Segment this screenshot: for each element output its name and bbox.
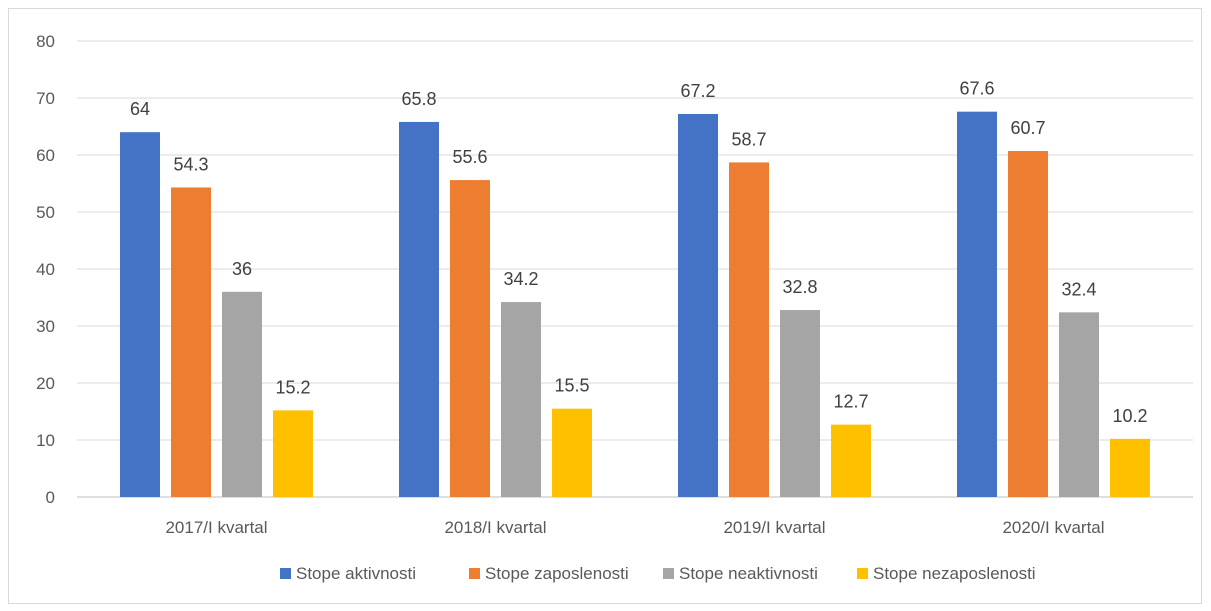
bar [729,162,769,497]
legend-label: Stope nezaposlenosti [873,564,1036,583]
y-tick-label: 30 [36,317,55,336]
data-label: 67.6 [959,79,994,99]
bar [552,408,592,497]
data-label: 32.8 [782,277,817,297]
data-label: 65.8 [401,89,436,109]
data-label: 55.6 [452,147,487,167]
bar [120,132,160,497]
bar [780,310,820,497]
y-tick-label: 50 [36,203,55,222]
legend-swatch [469,568,480,579]
data-label: 15.5 [554,376,589,396]
data-label: 58.7 [731,129,766,149]
labels-layer: 0 10 20 30 40 50 60 70 80 64 54.3 36 15.2 2017/I kvar… [36,32,1147,537]
legend-swatch [857,568,868,579]
data-label: 34.2 [503,269,538,289]
y-tick-label: 0 [46,488,55,507]
bar [273,410,313,497]
y-tick-label: 80 [36,32,55,51]
legend-label: Stope zaposlenosti [485,564,629,583]
bar [171,187,211,498]
data-label: 10.2 [1112,406,1147,426]
x-tick-label: 2020/I kvartal [1002,518,1104,537]
data-label: 60.7 [1010,118,1045,138]
y-tick-label: 40 [36,260,55,279]
data-label: 36 [232,259,252,279]
bar [222,291,262,497]
legend-swatch [663,568,674,579]
y-tick-label: 10 [36,431,55,450]
bar [831,424,871,497]
x-tick-label: 2018/I kvartal [444,518,546,537]
bar [1110,438,1150,497]
bar [501,302,541,497]
data-label: 32.4 [1061,279,1096,299]
legend-swatch [280,568,291,579]
bar [399,121,439,497]
grid-layer [77,40,1193,498]
x-tick-label: 2019/I kvartal [723,518,825,537]
legend: Stope aktivnosti Stope zaposlenosti Stope … [280,564,1036,583]
y-tick-label: 20 [36,374,55,393]
bar [1059,312,1099,497]
bars-layer [120,111,1150,498]
bar [678,113,718,498]
data-label: 64 [130,99,150,119]
bar [1008,151,1048,497]
data-label: 15.2 [275,377,310,397]
legend-label: Stope aktivnosti [296,564,416,583]
data-label: 12.7 [833,392,868,412]
x-tick-label: 2017/I kvartal [165,518,267,537]
data-label: 67.2 [680,81,715,101]
y-tick-label: 70 [36,89,55,108]
legend-label: Stope neaktivnosti [679,564,818,583]
bar [957,111,997,498]
bar [450,180,490,497]
y-tick-label: 60 [36,146,55,165]
data-label: 54.3 [173,154,208,174]
